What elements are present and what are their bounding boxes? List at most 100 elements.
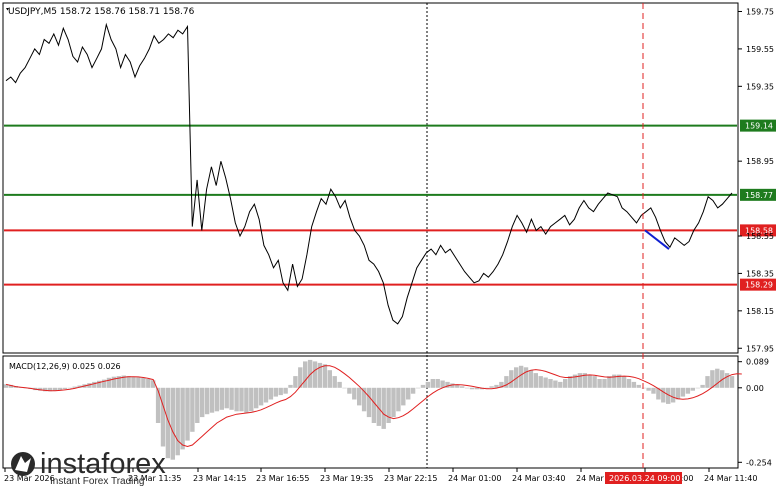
- price-tick-label: 159.55: [746, 45, 774, 54]
- macd-histogram-bar: [352, 387, 357, 400]
- macd-histogram-bar: [52, 387, 58, 391]
- macd-histogram-bar: [504, 376, 509, 388]
- macd-histogram-bar: [101, 379, 107, 388]
- macd-histogram-bar: [518, 365, 524, 388]
- price-tick-label: 158.15: [746, 307, 774, 316]
- macd-histogram-bar: [376, 387, 381, 426]
- time-tick-label: 23 Mar 14:15: [193, 474, 246, 483]
- macd-histogram-bar: [602, 379, 607, 388]
- macd-histogram-bar: [484, 387, 489, 389]
- macd-histogram-bar: [327, 370, 332, 388]
- chart-markers: [642, 3, 670, 468]
- macd-histogram-bar: [258, 387, 264, 406]
- macd-histogram-bar: [455, 384, 460, 388]
- macd-histogram-bar: [371, 387, 377, 423]
- macd-histogram-bar: [77, 385, 82, 388]
- macd-histogram-bar: [460, 386, 465, 388]
- macd-histogram-bar: [317, 362, 323, 388]
- macd-histogram-bar: [195, 387, 200, 423]
- price-line: [5, 22, 733, 325]
- macd-histogram-bar: [307, 359, 313, 388]
- macd-panel-frame: [2, 355, 739, 469]
- price-panel-frame: [2, 2, 739, 354]
- macd-histogram-bar: [626, 379, 632, 388]
- macd-histogram-bar: [425, 381, 431, 388]
- macd-histogram-bar: [151, 380, 156, 388]
- macd-histogram-bar: [509, 370, 514, 388]
- macd-histogram-bar: [469, 387, 475, 390]
- macd-histogram-bar: [322, 364, 328, 388]
- macd-histogram-bar: [386, 387, 391, 423]
- instaforex-logo-icon: [11, 452, 35, 476]
- macd-histogram-bar: [283, 387, 288, 394]
- dropdown-triangle-icon[interactable]: [6, 8, 9, 11]
- macd-histogram-bar: [710, 370, 715, 388]
- macd-histogram-bar: [3, 384, 9, 388]
- macd-histogram-bar: [185, 387, 190, 441]
- macd-histogram-bar: [116, 376, 121, 388]
- price-level-badge: [740, 119, 776, 132]
- time-tick-label: 24 Mar 11:40: [704, 474, 757, 483]
- macd-histogram-bar: [234, 387, 239, 412]
- macd-histogram-bar: [656, 387, 661, 400]
- macd-histogram-bar: [631, 381, 637, 388]
- macd-histogram-bar: [298, 367, 303, 388]
- macd-histogram-bar: [724, 373, 730, 388]
- macd-histogram-bar: [366, 387, 372, 418]
- macd-tick-label: 0.089: [746, 358, 769, 367]
- macd-histogram-bar: [131, 376, 136, 388]
- macd-histogram-bar: [474, 387, 480, 390]
- macd-histogram-bar: [617, 374, 622, 388]
- price-levels: 159.14 158.77 158.58 158.29: [4, 119, 776, 291]
- macd-histogram-bar: [543, 377, 548, 388]
- macd-histogram-bar: [410, 387, 416, 394]
- macd-signal-line: [5, 365, 742, 448]
- macd-histogram-bar: [641, 387, 646, 389]
- macd-histogram-bar: [430, 379, 435, 388]
- macd-histogram-bar: [106, 377, 112, 388]
- macd-histogram-bar: [337, 381, 342, 388]
- macd-histogram-bar: [464, 387, 470, 389]
- macd-histogram-bar: [204, 387, 210, 415]
- macd-histogram-bar: [597, 379, 602, 388]
- time-tick-label: 23 Mar 19:35: [320, 474, 373, 483]
- macd-histogram-bar: [254, 387, 259, 409]
- macd-label: MACD(12,26,9) 0.025 0.026: [9, 362, 121, 371]
- macd-histogram-bar: [401, 387, 406, 406]
- macd-histogram-bar: [121, 375, 126, 388]
- macd-histogram-bar: [111, 376, 117, 388]
- macd-histogram-bar: [209, 387, 215, 413]
- macd-histogram-bar: [92, 381, 97, 388]
- macd-histogram-bar: [700, 384, 705, 388]
- price-series: [5, 22, 733, 325]
- macd-histogram-bar: [538, 376, 543, 388]
- macd-histogram-bar: [445, 381, 450, 388]
- macd-histogram-bar: [528, 370, 534, 388]
- macd-histogram-bar: [675, 387, 681, 400]
- macd-histogram-bar: [715, 368, 720, 388]
- macd-histogram-bar: [180, 387, 185, 450]
- macd-histogram-bar: [97, 380, 102, 388]
- macd-histogram-bar: [670, 387, 676, 403]
- macd-histogram-bar: [553, 380, 558, 388]
- macd-histogram-bar: [607, 376, 612, 388]
- macd-histogram-bar: [621, 376, 627, 388]
- macd-histogram-bar: [312, 361, 318, 388]
- highlight-time-badge: [605, 472, 682, 484]
- macd-histogram-bar: [38, 387, 43, 391]
- macd-histogram-bar: [72, 386, 77, 388]
- macd-histogram-bar: [646, 387, 651, 391]
- macd-histogram-bar: [332, 376, 337, 388]
- time-tick-label: 24 Mar 03:40: [512, 474, 565, 483]
- macd-histogram-bar: [239, 387, 244, 412]
- macd-histogram-bar: [636, 384, 641, 388]
- macd-histogram-bar: [523, 367, 529, 388]
- macd-histogram-bar: [357, 387, 362, 406]
- macd-histogram-bar: [391, 387, 396, 418]
- time-tick-label: 24 Mar 06:20: [576, 474, 629, 483]
- macd-histogram-bar: [514, 367, 519, 388]
- macd-histogram-bar: [200, 387, 205, 418]
- price-tick-label: 159.35: [746, 82, 774, 91]
